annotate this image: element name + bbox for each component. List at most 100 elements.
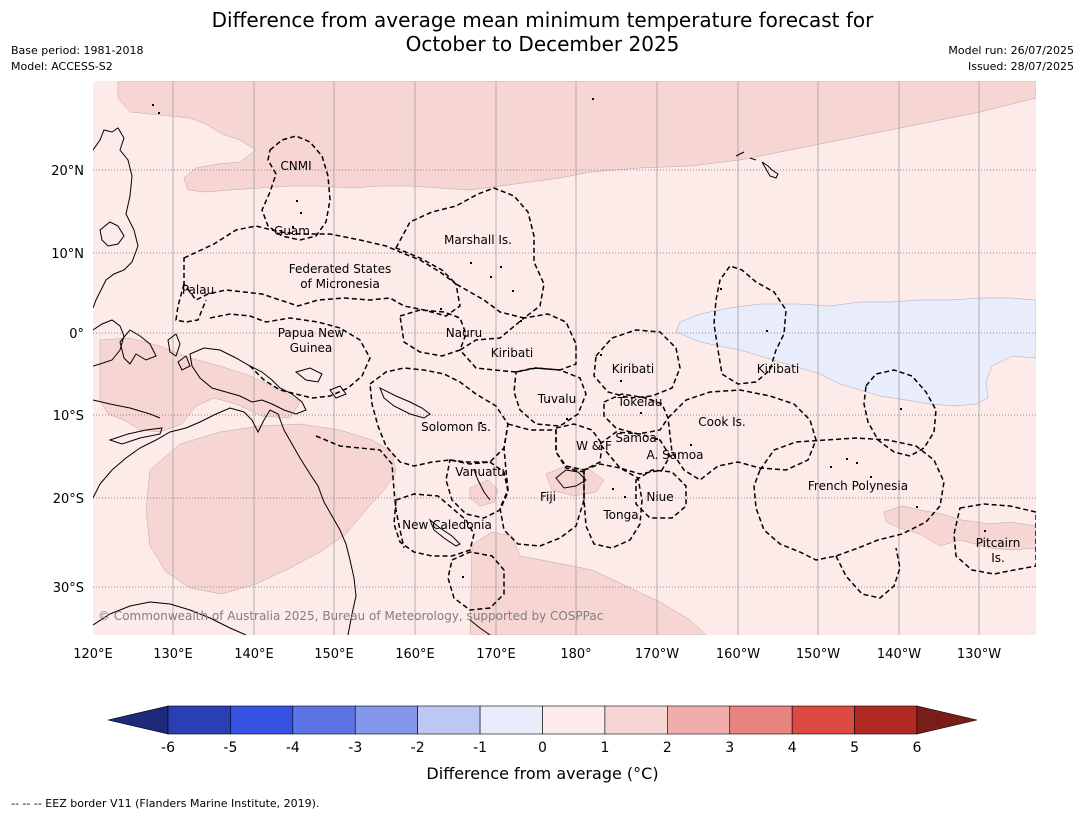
coastlines bbox=[93, 127, 779, 635]
colorbar-tick-label: -3 bbox=[348, 740, 362, 756]
latitude-tick-label: 20°N bbox=[51, 164, 84, 179]
anomaly-area-australia bbox=[145, 423, 397, 595]
eez-tuvalu bbox=[513, 367, 587, 427]
colorbar-swatch bbox=[791, 705, 855, 735]
colorbar-tick-label: 0 bbox=[538, 740, 547, 756]
latitude-tick-labels: 20°N 10°N 0° 10°S 20°S 30°S bbox=[51, 164, 84, 596]
coast-australia-south bbox=[93, 601, 247, 635]
base-period: Base period: 1981-2018 bbox=[11, 44, 144, 57]
coast-hawaii bbox=[735, 151, 779, 179]
label-vanuatu: Vanuatu bbox=[455, 465, 505, 479]
issued-date: Issued: 28/07/2025 bbox=[967, 60, 1074, 73]
label-american-samoa: A. Samoa bbox=[647, 448, 704, 462]
longitude-tick-label: 140°W bbox=[877, 647, 921, 662]
eez-png bbox=[209, 313, 371, 399]
longitude-tick-label: 170°E bbox=[476, 647, 516, 662]
label-tonga: Tonga bbox=[602, 508, 638, 522]
colorbar-swatch bbox=[292, 705, 356, 735]
label-fsm-line1: Federated States bbox=[289, 262, 391, 276]
label-kiribati-central: Kiribati bbox=[612, 362, 654, 376]
colorbar-tick-label: -5 bbox=[223, 740, 237, 756]
coast-moluccas bbox=[167, 333, 191, 371]
longitude-tick-label: 130°W bbox=[957, 647, 1001, 662]
latitude-tick-label: 20°S bbox=[53, 492, 84, 507]
colorbar-tick-label: 4 bbox=[788, 740, 797, 756]
eez-aus-east bbox=[315, 435, 405, 549]
eez-cnmi bbox=[261, 135, 331, 241]
label-cnmi: CNMI bbox=[280, 159, 311, 173]
model-run: Model run: 26/07/2025 bbox=[948, 44, 1074, 57]
eez-solomon bbox=[369, 367, 509, 467]
colorbar-title: Difference from average (°C) bbox=[426, 764, 659, 783]
coast-new-guinea bbox=[189, 347, 307, 415]
anomaly-1-to-2-areas bbox=[99, 81, 1036, 635]
label-pitcairn-line2: Is. bbox=[991, 551, 1005, 565]
colorbar: -6 -5 -4 -3 -2 -1 0 1 2 3 4 5 6 bbox=[107, 705, 978, 756]
eez-pitcairn bbox=[953, 503, 1036, 575]
longitude-tick-label: 170°W bbox=[635, 647, 679, 662]
eez-french-polynesia bbox=[753, 437, 945, 561]
label-nauru: Nauru bbox=[446, 326, 482, 340]
coast-java bbox=[93, 399, 161, 419]
latitude-tick-label: 30°S bbox=[53, 581, 84, 596]
eez-nauru bbox=[399, 309, 467, 357]
eez-cook bbox=[667, 389, 817, 481]
graticule bbox=[93, 81, 1036, 635]
island-dots bbox=[152, 98, 986, 578]
colorbar-tick-label: 6 bbox=[913, 740, 922, 756]
label-tokelau: Tokelau bbox=[617, 395, 663, 409]
label-png-line2: Guinea bbox=[290, 341, 333, 355]
label-kiribati-west: Kiribati bbox=[491, 346, 533, 360]
colorbar-swatch bbox=[417, 705, 481, 735]
label-palau: Palau bbox=[182, 283, 214, 297]
label-solomon-islands: Solomon Is. bbox=[421, 420, 491, 434]
longitude-tick-label: 150°W bbox=[796, 647, 840, 662]
label-french-polynesia: French Polynesia bbox=[808, 479, 908, 493]
colorbar-swatch bbox=[667, 705, 731, 735]
longitude-tick-label: 150°E bbox=[314, 647, 354, 662]
label-fiji: Fiji bbox=[540, 490, 556, 504]
coast-philippines bbox=[93, 127, 139, 309]
colorbar-tick-label: -4 bbox=[286, 740, 300, 756]
longitude-tick-label: 160°E bbox=[395, 647, 435, 662]
model-name: Model: ACCESS-S2 bbox=[11, 60, 113, 73]
copyright-notice: © Commonwealth of Australia 2025, Bureau… bbox=[98, 609, 604, 623]
eez-samoa bbox=[598, 431, 671, 475]
title-line-1: Difference from average mean minimum tem… bbox=[211, 8, 874, 32]
eez-legend-note: -- -- -- EEZ border V11 (Flanders Marine… bbox=[11, 797, 320, 810]
eez-palau bbox=[175, 283, 207, 323]
anomaly-area-png bbox=[99, 337, 301, 433]
coast-vanuatu bbox=[473, 469, 491, 501]
eez-tonga bbox=[583, 463, 643, 549]
eez-kiribati-w bbox=[458, 313, 577, 373]
colorbar-swatch bbox=[604, 705, 668, 735]
coast-australia bbox=[93, 407, 357, 635]
label-pitcairn-line1: Pitcairn bbox=[976, 536, 1021, 550]
colorbar-swatch bbox=[542, 705, 606, 735]
colorbar-swatch bbox=[230, 705, 294, 735]
label-kiribati-east: Kiribati bbox=[757, 362, 799, 376]
meta-right: Model run: 26/07/2025 Issued: 28/07/2025 bbox=[948, 43, 1074, 75]
coast-philippines-south bbox=[99, 221, 125, 247]
coast-fiji bbox=[555, 469, 587, 489]
eez-kiribati-e bbox=[713, 265, 787, 385]
longitude-tick-label: 120°E bbox=[73, 647, 113, 662]
colorbar-swatch bbox=[854, 705, 918, 735]
longitude-tick-label: 160°W bbox=[716, 647, 760, 662]
coast-timor bbox=[108, 427, 163, 445]
latitude-tick-label: 10°N bbox=[51, 247, 84, 262]
anomaly-minus-1-to-0-area bbox=[675, 297, 1036, 407]
longitude-tick-labels: 120°E 130°E 140°E 150°E 160°E 170°E 180° 170°W 1… bbox=[73, 647, 1001, 662]
map-title: Difference from average mean minimum tem… bbox=[0, 8, 1085, 56]
coast-bismarck bbox=[294, 367, 347, 399]
label-guam: Guam bbox=[274, 224, 310, 238]
eez-norfolk bbox=[447, 551, 505, 611]
colorbar-extend-high bbox=[916, 705, 978, 735]
coast-new-zealand bbox=[469, 619, 491, 635]
anomaly-area-tasman bbox=[469, 531, 707, 635]
coast-solomon bbox=[379, 386, 431, 419]
colorbar-tick-label: -1 bbox=[473, 740, 487, 756]
coast-sulawesi bbox=[119, 329, 157, 365]
colorbar-tick-label: -2 bbox=[411, 740, 425, 756]
